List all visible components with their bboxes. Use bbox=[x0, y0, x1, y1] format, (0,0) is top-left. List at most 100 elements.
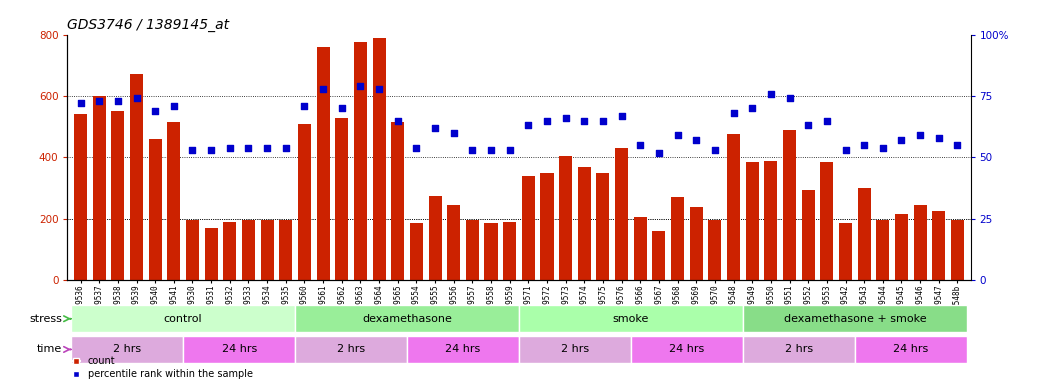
Text: 2 hrs: 2 hrs bbox=[337, 344, 365, 354]
Text: 2 hrs: 2 hrs bbox=[785, 344, 813, 354]
Bar bbox=[895, 214, 908, 280]
Point bbox=[408, 144, 425, 151]
Point bbox=[258, 144, 275, 151]
Bar bbox=[839, 223, 852, 280]
Bar bbox=[578, 167, 591, 280]
Legend: count, percentile rank within the sample: count, percentile rank within the sample bbox=[73, 356, 253, 379]
Bar bbox=[519, 305, 743, 332]
Bar bbox=[541, 173, 553, 280]
Bar bbox=[295, 305, 519, 332]
Bar bbox=[295, 336, 407, 363]
Point bbox=[165, 103, 182, 109]
Point bbox=[763, 91, 780, 97]
Bar bbox=[597, 173, 609, 280]
Point bbox=[129, 95, 145, 101]
Bar bbox=[186, 220, 199, 280]
Bar bbox=[407, 336, 519, 363]
Text: smoke: smoke bbox=[612, 314, 649, 324]
Point bbox=[782, 95, 798, 101]
Point bbox=[91, 98, 108, 104]
Bar bbox=[74, 114, 87, 280]
Point bbox=[576, 118, 593, 124]
Bar bbox=[913, 205, 927, 280]
Bar bbox=[223, 222, 237, 280]
Point bbox=[146, 108, 163, 114]
Bar bbox=[261, 220, 274, 280]
Bar bbox=[298, 124, 311, 280]
Bar bbox=[279, 220, 293, 280]
Text: 24 hrs: 24 hrs bbox=[893, 344, 928, 354]
Bar bbox=[653, 231, 665, 280]
Text: time: time bbox=[37, 344, 62, 354]
Bar bbox=[519, 336, 631, 363]
Text: 2 hrs: 2 hrs bbox=[561, 344, 589, 354]
Text: 24 hrs: 24 hrs bbox=[670, 344, 705, 354]
Bar bbox=[876, 220, 890, 280]
Bar bbox=[951, 220, 964, 280]
Point bbox=[856, 142, 873, 148]
Bar bbox=[727, 134, 740, 280]
Point bbox=[557, 115, 574, 121]
Point bbox=[110, 98, 127, 104]
Point bbox=[73, 100, 89, 106]
Bar bbox=[429, 196, 441, 280]
Bar bbox=[373, 38, 385, 280]
Bar bbox=[72, 336, 183, 363]
Point bbox=[539, 118, 555, 124]
Point bbox=[800, 122, 817, 129]
Point bbox=[296, 103, 312, 109]
Point bbox=[613, 113, 630, 119]
Point bbox=[875, 144, 892, 151]
Point bbox=[352, 83, 368, 89]
Bar bbox=[522, 176, 535, 280]
Bar bbox=[485, 223, 497, 280]
Point bbox=[911, 132, 928, 138]
Text: GDS3746 / 1389145_at: GDS3746 / 1389145_at bbox=[67, 18, 229, 32]
Point bbox=[221, 144, 238, 151]
Point bbox=[315, 86, 331, 92]
Bar bbox=[335, 118, 349, 280]
Bar bbox=[72, 305, 295, 332]
Bar bbox=[743, 336, 855, 363]
Bar bbox=[559, 156, 572, 280]
Point bbox=[371, 86, 387, 92]
Bar bbox=[932, 211, 946, 280]
Bar bbox=[671, 197, 684, 280]
Bar bbox=[689, 207, 703, 280]
Bar bbox=[801, 190, 815, 280]
Point bbox=[483, 147, 499, 153]
Point bbox=[707, 147, 723, 153]
Point bbox=[726, 110, 742, 116]
Point bbox=[202, 147, 219, 153]
Bar bbox=[204, 228, 218, 280]
Bar bbox=[391, 122, 404, 280]
Bar bbox=[631, 336, 743, 363]
Point bbox=[838, 147, 854, 153]
Point bbox=[520, 122, 537, 129]
Bar bbox=[820, 162, 834, 280]
Text: dexamethasone: dexamethasone bbox=[362, 314, 452, 324]
Point bbox=[445, 130, 462, 136]
Bar bbox=[447, 205, 460, 280]
Bar bbox=[855, 336, 966, 363]
Text: dexamethasone + smoke: dexamethasone + smoke bbox=[784, 314, 926, 324]
Point bbox=[501, 147, 518, 153]
Text: 2 hrs: 2 hrs bbox=[113, 344, 141, 354]
Point bbox=[184, 147, 200, 153]
Text: stress: stress bbox=[29, 314, 62, 324]
Point bbox=[893, 137, 909, 143]
Bar bbox=[130, 74, 143, 280]
Point bbox=[333, 105, 350, 111]
Bar bbox=[708, 220, 721, 280]
Bar bbox=[354, 42, 367, 280]
Bar bbox=[148, 139, 162, 280]
Point bbox=[949, 142, 965, 148]
Bar bbox=[783, 130, 796, 280]
Bar bbox=[503, 222, 516, 280]
Point bbox=[930, 135, 947, 141]
Text: control: control bbox=[164, 314, 202, 324]
Point bbox=[744, 105, 761, 111]
Point bbox=[464, 147, 481, 153]
Bar bbox=[745, 162, 759, 280]
Point bbox=[632, 142, 649, 148]
